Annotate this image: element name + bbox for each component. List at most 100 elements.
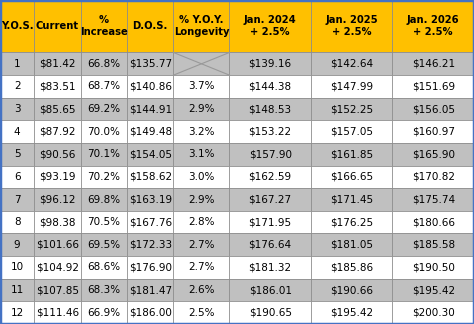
Bar <box>311 279 392 301</box>
Text: $162.59: $162.59 <box>249 172 292 182</box>
Text: $144.91: $144.91 <box>129 104 172 114</box>
Bar <box>229 0 311 52</box>
Bar <box>0 256 34 279</box>
Text: Jan. 2026
+ 2.5%: Jan. 2026 + 2.5% <box>407 16 460 37</box>
Bar <box>0 188 34 211</box>
Text: $172.33: $172.33 <box>129 240 172 250</box>
Text: $181.05: $181.05 <box>330 240 373 250</box>
Text: 3.0%: 3.0% <box>188 172 215 182</box>
Text: $176.64: $176.64 <box>249 240 292 250</box>
Bar <box>127 52 173 75</box>
Text: 2.7%: 2.7% <box>188 240 215 250</box>
Bar <box>127 75 173 98</box>
Bar <box>173 188 229 211</box>
Text: $163.19: $163.19 <box>129 194 172 204</box>
Bar <box>34 75 81 98</box>
Text: 70.5%: 70.5% <box>87 217 120 227</box>
Text: 2.5%: 2.5% <box>188 308 215 318</box>
Text: $176.90: $176.90 <box>129 262 172 272</box>
Bar <box>0 0 34 52</box>
Bar <box>127 211 173 234</box>
Bar <box>392 0 474 52</box>
Bar <box>0 52 34 75</box>
Text: 70.0%: 70.0% <box>87 127 120 137</box>
Bar <box>34 121 81 143</box>
Text: 2.8%: 2.8% <box>188 217 215 227</box>
Bar <box>127 301 173 324</box>
Bar <box>127 121 173 143</box>
Bar <box>127 98 173 121</box>
Bar <box>81 75 127 98</box>
Text: $158.62: $158.62 <box>129 172 172 182</box>
Text: $90.56: $90.56 <box>39 149 75 159</box>
Text: 68.3%: 68.3% <box>87 285 120 295</box>
Bar <box>127 143 173 166</box>
Text: $185.86: $185.86 <box>330 262 373 272</box>
Bar <box>311 166 392 188</box>
Text: 3.1%: 3.1% <box>188 149 215 159</box>
Text: $151.69: $151.69 <box>412 81 455 91</box>
Text: $148.53: $148.53 <box>249 104 292 114</box>
Bar <box>34 234 81 256</box>
Text: $166.65: $166.65 <box>330 172 373 182</box>
Bar <box>173 143 229 166</box>
Bar <box>173 279 229 301</box>
Bar <box>34 279 81 301</box>
Text: $186.01: $186.01 <box>249 285 292 295</box>
Text: $83.51: $83.51 <box>39 81 76 91</box>
Text: $185.58: $185.58 <box>412 240 455 250</box>
Text: $81.42: $81.42 <box>39 59 76 69</box>
Bar <box>229 279 311 301</box>
Text: 6: 6 <box>14 172 20 182</box>
Text: $104.92: $104.92 <box>36 262 79 272</box>
Bar <box>0 301 34 324</box>
Text: $146.21: $146.21 <box>412 59 455 69</box>
Bar <box>0 166 34 188</box>
Bar <box>392 52 474 75</box>
Text: $154.05: $154.05 <box>129 149 172 159</box>
Text: Jan. 2024
+ 2.5%: Jan. 2024 + 2.5% <box>244 16 297 37</box>
Text: $139.16: $139.16 <box>249 59 292 69</box>
Text: 4: 4 <box>14 127 20 137</box>
Text: $171.45: $171.45 <box>330 194 373 204</box>
Text: $161.85: $161.85 <box>330 149 373 159</box>
Text: 70.1%: 70.1% <box>87 149 120 159</box>
Bar <box>392 211 474 234</box>
Bar <box>229 211 311 234</box>
Text: $200.30: $200.30 <box>412 308 455 318</box>
Text: 11: 11 <box>10 285 24 295</box>
Text: 2.9%: 2.9% <box>188 104 215 114</box>
Text: $85.65: $85.65 <box>39 104 76 114</box>
Bar <box>0 121 34 143</box>
Bar <box>81 211 127 234</box>
Bar <box>392 279 474 301</box>
Text: 2.6%: 2.6% <box>188 285 215 295</box>
Text: 7: 7 <box>14 194 20 204</box>
Bar <box>81 188 127 211</box>
Bar <box>311 256 392 279</box>
Bar <box>229 234 311 256</box>
Text: $190.50: $190.50 <box>412 262 455 272</box>
Text: $96.12: $96.12 <box>39 194 76 204</box>
Text: Jan. 2025
+ 2.5%: Jan. 2025 + 2.5% <box>325 16 378 37</box>
Bar <box>229 75 311 98</box>
Bar <box>34 52 81 75</box>
Text: $149.48: $149.48 <box>129 127 172 137</box>
Text: $190.65: $190.65 <box>249 308 292 318</box>
Text: $156.05: $156.05 <box>412 104 455 114</box>
Text: 10: 10 <box>10 262 24 272</box>
Text: $98.38: $98.38 <box>39 217 76 227</box>
Bar <box>173 256 229 279</box>
Bar <box>81 279 127 301</box>
Bar <box>127 166 173 188</box>
Text: $157.05: $157.05 <box>330 127 373 137</box>
Text: 3: 3 <box>14 104 20 114</box>
Text: $107.85: $107.85 <box>36 285 79 295</box>
Text: $152.25: $152.25 <box>330 104 373 114</box>
Bar <box>0 143 34 166</box>
Bar <box>34 98 81 121</box>
Bar <box>81 52 127 75</box>
Text: $160.97: $160.97 <box>412 127 455 137</box>
Bar <box>173 166 229 188</box>
Text: $101.66: $101.66 <box>36 240 79 250</box>
